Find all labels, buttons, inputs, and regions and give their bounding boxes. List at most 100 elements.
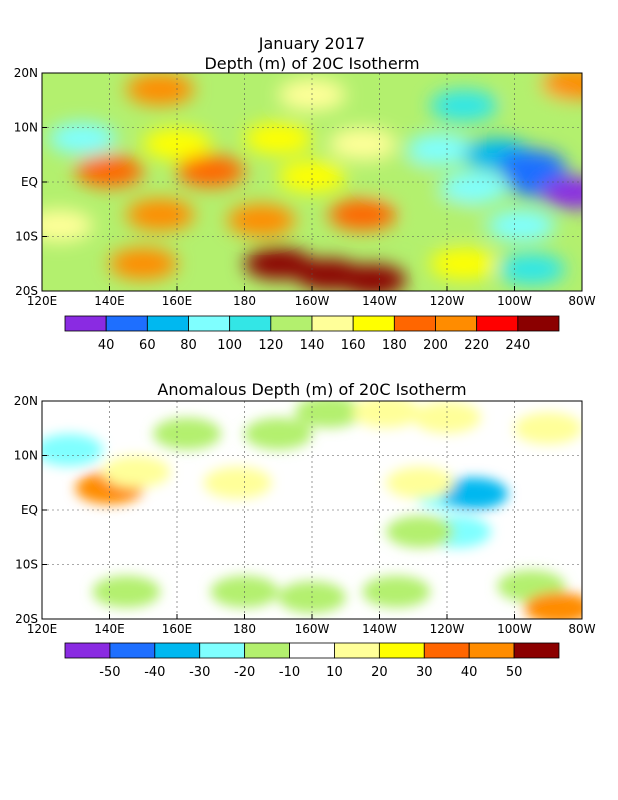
field-region xyxy=(75,155,144,188)
colorbar-label: 160 xyxy=(341,338,366,353)
field-region xyxy=(102,455,171,488)
field-region xyxy=(244,247,313,280)
field-region xyxy=(227,204,296,237)
x-tick-label: 140E xyxy=(94,622,125,636)
field-region xyxy=(514,412,582,445)
colorbar-swatch xyxy=(311,315,354,332)
field-region xyxy=(524,592,582,619)
colorbar-swatch xyxy=(199,642,246,659)
x-tick-label: 120W xyxy=(430,622,465,636)
field-region xyxy=(386,515,454,548)
field-region xyxy=(541,73,582,100)
y-tick-label: 10N xyxy=(14,449,38,463)
colorbar-label: 120 xyxy=(258,338,283,353)
x-tick-label: 140W xyxy=(362,294,397,308)
depth-map-panel: 120E 140E 160E 180 160W 140W 120W 100W 80W 20N 10N… xyxy=(14,66,596,308)
x-tick-label: 80W xyxy=(568,622,595,636)
y-tick-label: 20S xyxy=(15,612,38,626)
field-region xyxy=(362,575,431,608)
x-tick-label: 180 xyxy=(233,294,256,308)
colorbar-swatch xyxy=(423,642,470,659)
field-region xyxy=(244,122,313,155)
colorbar-swatch xyxy=(393,315,436,332)
field-region xyxy=(429,89,498,122)
anomaly-colorbar: -50 -40 -30 -20 -10 10 20 30 40 50 xyxy=(64,642,560,680)
colorbar-swatch xyxy=(435,315,478,332)
colorbar-label: -10 xyxy=(279,665,300,680)
field-region xyxy=(497,253,566,286)
field-region xyxy=(386,466,454,499)
y-tick-label: 20S xyxy=(15,284,38,298)
field-region xyxy=(153,417,222,450)
figure-title: January 2017 xyxy=(258,34,365,53)
y-tick-label: 10N xyxy=(14,121,38,135)
colorbar-swatch xyxy=(517,315,560,332)
x-tick-label: 160E xyxy=(162,294,193,308)
colorbar-swatch xyxy=(244,642,290,659)
colorbar-swatch xyxy=(109,642,156,659)
field-region xyxy=(42,209,93,242)
x-tick-label: 120W xyxy=(430,294,465,308)
colorbar-swatch xyxy=(513,642,560,659)
field-region xyxy=(42,434,103,467)
field-region xyxy=(126,73,195,106)
colorbar-swatch xyxy=(105,315,148,332)
x-tick-label: 100W xyxy=(497,622,532,636)
colorbar-swatch xyxy=(270,315,313,332)
colorbar-swatch xyxy=(146,315,189,332)
colorbar-swatch xyxy=(334,642,380,659)
colorbar-label: 10 xyxy=(326,665,343,680)
colorbar-swatch xyxy=(229,315,272,332)
anomaly-map-panel: 120E 140E 160E 180 160W 140W 120W 100W 80W 20N 10N… xyxy=(14,394,596,636)
field-region xyxy=(244,417,313,450)
field-region xyxy=(406,133,475,166)
x-tick-label: 100W xyxy=(497,294,532,308)
colorbar-swatch xyxy=(188,315,231,332)
x-tick-label: 140W xyxy=(362,622,397,636)
colorbar-swatch xyxy=(64,642,111,659)
colorbar-label: 200 xyxy=(423,338,448,353)
colorbar-label: 50 xyxy=(506,665,523,680)
colorbar-label: 60 xyxy=(139,338,156,353)
field-region xyxy=(328,127,397,160)
colorbar-label: 40 xyxy=(98,338,115,353)
field-region xyxy=(487,209,556,242)
y-tick-label: 10S xyxy=(15,230,38,244)
colorbar-label: 100 xyxy=(217,338,242,353)
colorbar-swatch xyxy=(289,642,335,659)
field-region xyxy=(92,575,161,608)
field-region xyxy=(338,264,407,291)
depth-colorbar: 40 60 80 100 120 140 160 180 200 220 240 xyxy=(64,315,560,353)
x-tick-label: 120E xyxy=(27,622,58,636)
colorbar-label: 80 xyxy=(180,338,197,353)
x-tick-label: 160W xyxy=(295,294,330,308)
colorbar-label: 20 xyxy=(371,665,388,680)
colorbar-swatch xyxy=(468,642,515,659)
field-region xyxy=(176,155,245,188)
colorbar-label: -50 xyxy=(99,665,120,680)
field-region xyxy=(203,466,272,499)
x-tick-label: 160E xyxy=(162,622,193,636)
field-region xyxy=(440,171,508,204)
field-region xyxy=(109,247,178,280)
y-tick-label: 20N xyxy=(14,394,38,408)
x-tick-label: 140E xyxy=(94,294,125,308)
colorbar-label: 180 xyxy=(382,338,407,353)
colorbar-label: 240 xyxy=(505,338,530,353)
field-region xyxy=(278,160,346,193)
colorbar-swatch xyxy=(64,315,107,332)
colorbar-label: 30 xyxy=(416,665,433,680)
field-region xyxy=(328,198,397,231)
y-tick-label: EQ xyxy=(21,175,38,189)
x-tick-label: 120E xyxy=(27,294,58,308)
field-region xyxy=(126,198,195,231)
colorbar-label: -30 xyxy=(189,665,210,680)
colorbar-swatch xyxy=(154,642,201,659)
colorbar-swatch xyxy=(476,315,519,332)
top-panel-title: Depth (m) of 20C Isotherm xyxy=(204,54,419,73)
field-region xyxy=(541,176,582,209)
colorbar-label: 40 xyxy=(461,665,478,680)
field-region xyxy=(362,160,431,193)
x-tick-label: 180 xyxy=(233,622,256,636)
